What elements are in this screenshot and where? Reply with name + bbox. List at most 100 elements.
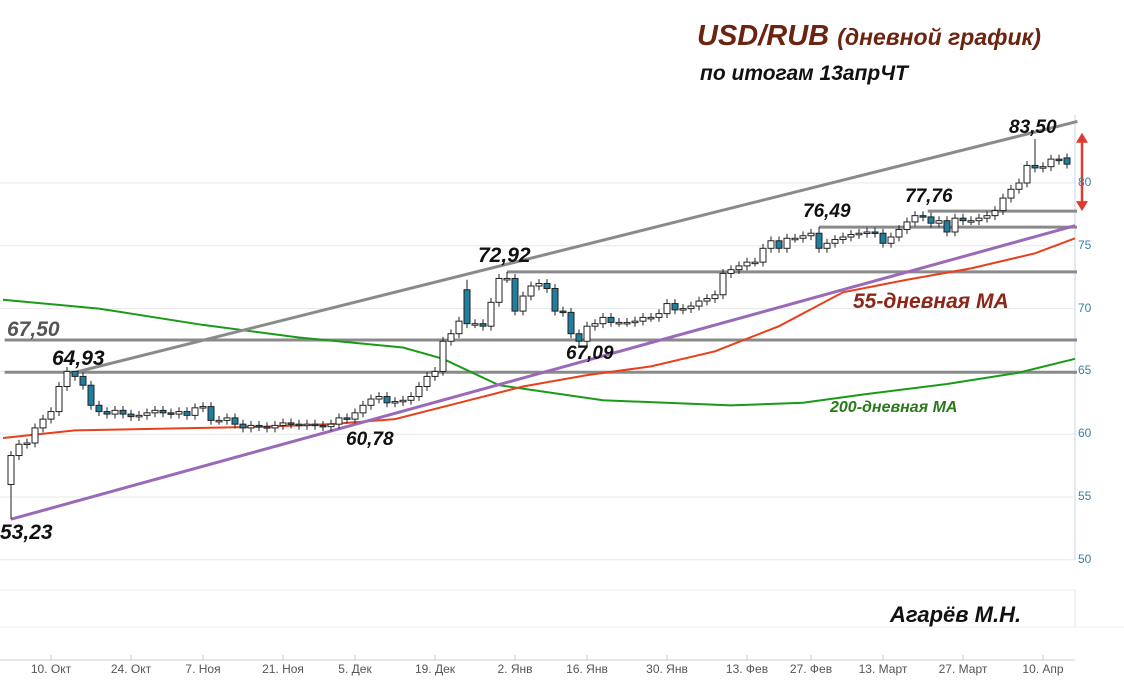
candle (495, 274, 503, 307)
candle (975, 213, 983, 226)
candle (271, 421, 279, 433)
candle (367, 394, 375, 410)
candle (287, 418, 295, 429)
candle (807, 228, 815, 241)
candle (103, 407, 111, 419)
annotation-53-23: 53,23 (0, 521, 53, 544)
candle (903, 217, 911, 234)
candle (199, 402, 207, 413)
candle (943, 216, 951, 237)
candle (655, 309, 663, 322)
candle (743, 257, 751, 271)
candle (175, 407, 183, 419)
candle (983, 211, 991, 223)
candle (87, 380, 95, 410)
candle (775, 236, 783, 253)
annotation-60-78: 60,78 (346, 429, 394, 450)
candle (295, 419, 303, 430)
candle (159, 405, 167, 418)
candle (559, 306, 567, 317)
candle (959, 213, 967, 226)
candle (511, 274, 519, 316)
candle (423, 372, 431, 391)
y-tick-label: 50 (1078, 551, 1092, 566)
candle (591, 319, 599, 331)
candle (455, 316, 463, 339)
candle (919, 211, 927, 222)
candle (823, 238, 831, 253)
candle (463, 279, 471, 329)
candle (663, 299, 671, 319)
candle (207, 402, 215, 425)
chart-title: USD/RUB (дневной график) (697, 20, 1041, 52)
candle (631, 316, 639, 327)
ma55-line (2, 237, 1076, 439)
candle (1047, 154, 1055, 172)
candle (399, 395, 407, 406)
candle (407, 392, 415, 405)
candle (815, 227, 823, 253)
trend-line-lower (10, 224, 1076, 521)
candle (255, 421, 263, 432)
candle (951, 213, 959, 237)
candle (15, 439, 23, 460)
candle (911, 211, 919, 227)
y-tick-label: 80 (1078, 175, 1092, 189)
candle (999, 193, 1007, 216)
author-signature: Агарёв М.Н. (890, 602, 1022, 627)
x-tick-label: 19. Дек (414, 662, 456, 676)
y-tick-label: 75 (1078, 237, 1092, 252)
candle (767, 236, 775, 253)
candle (607, 312, 615, 327)
candle (55, 382, 63, 416)
candle (679, 304, 687, 315)
candle (119, 405, 127, 419)
candle (471, 319, 479, 329)
candle (7, 451, 15, 520)
candle (711, 290, 719, 303)
chart-subtitle: по итогам 13апрЧТ (700, 62, 908, 85)
candle (791, 233, 799, 243)
candle (855, 228, 863, 239)
ma55-label: 55-дневная МА (853, 290, 1009, 313)
candle (1023, 161, 1031, 188)
candle (1007, 184, 1015, 203)
annotation-72-92: 72,92 (478, 244, 531, 267)
candle (991, 206, 999, 221)
candle (359, 400, 367, 418)
candle (1039, 162, 1047, 173)
candle (535, 279, 543, 291)
candle (847, 230, 855, 242)
candle (303, 419, 311, 430)
candle (639, 312, 647, 326)
candle (751, 257, 759, 267)
candle (719, 269, 727, 300)
x-tick-label: 30. Янв (646, 662, 688, 676)
x-tick-label: 7. Ноя (185, 662, 221, 676)
candle (567, 307, 575, 339)
candle (311, 419, 319, 430)
candle (351, 408, 359, 424)
candle (727, 265, 735, 278)
annotation-67-09: 67,09 (566, 343, 614, 364)
candle (503, 271, 511, 283)
annotation-64-93: 64,93 (52, 347, 105, 370)
candle (927, 212, 935, 228)
candle (519, 291, 527, 316)
x-tick-label: 13. Фев (725, 662, 769, 676)
candle (239, 419, 247, 433)
x-tick-label: 27. Март (938, 662, 988, 676)
annotation-76-49: 76,49 (803, 201, 851, 222)
x-tick-label: 10. Окт (30, 662, 72, 676)
candle (935, 216, 943, 228)
candle (695, 296, 703, 311)
candle (447, 329, 455, 346)
y-tick-label: 65 (1078, 363, 1092, 378)
x-tick-label: 5. Дек (338, 662, 372, 676)
candle (343, 413, 351, 424)
candle (135, 410, 143, 422)
x-tick-label: 21. Ноя (262, 662, 304, 676)
candle (439, 336, 447, 376)
trend-line-upper (74, 120, 1078, 374)
candle (479, 319, 487, 331)
